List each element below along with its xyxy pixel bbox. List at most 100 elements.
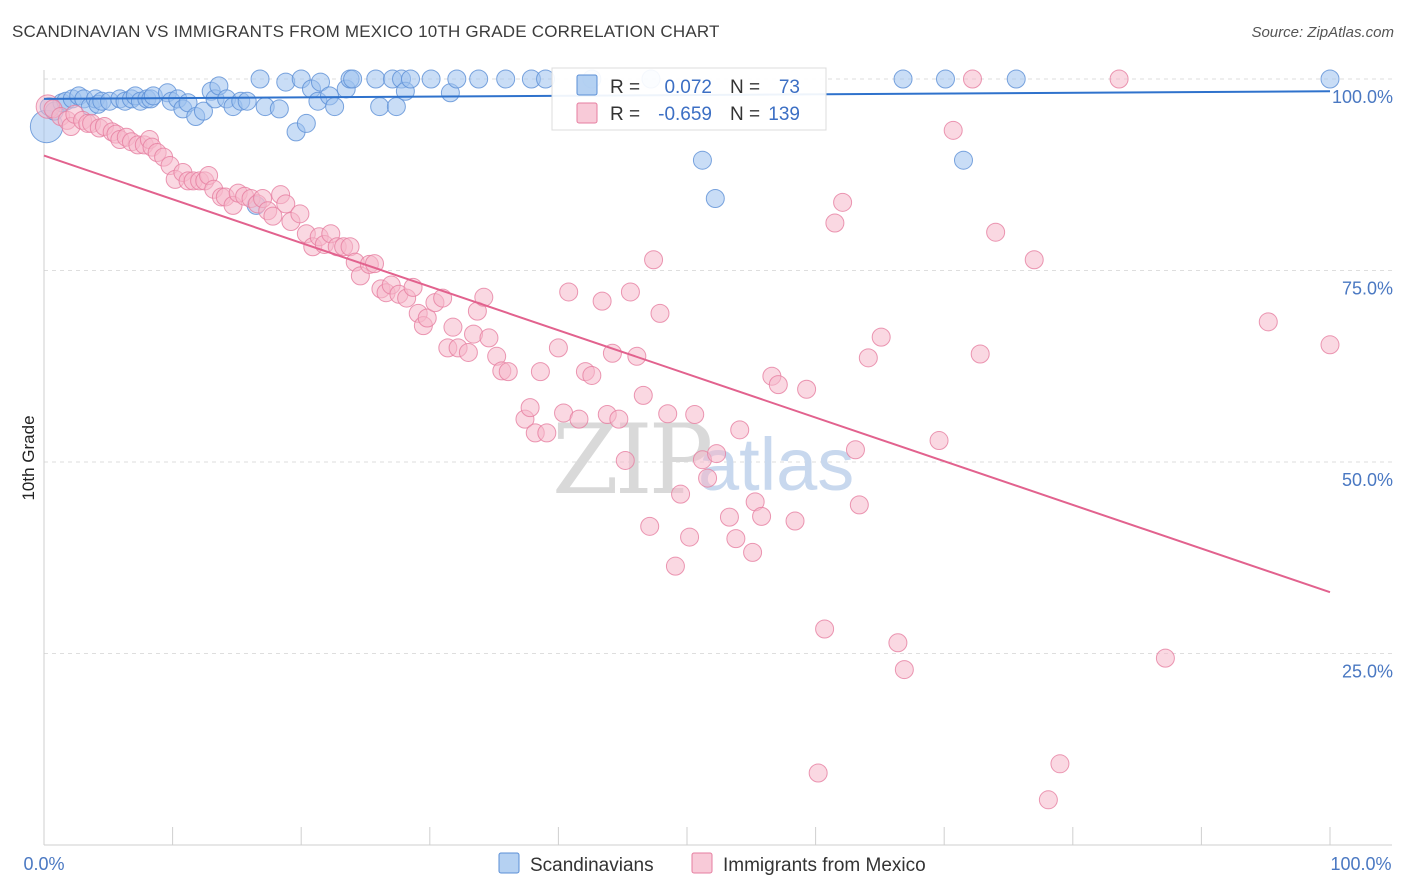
point-mexico-123 — [845, 440, 865, 460]
point-mexico-86 — [559, 282, 579, 302]
point-mexico-90 — [592, 291, 612, 311]
point-mexico-42 — [276, 194, 296, 214]
point-mexico-93 — [609, 409, 629, 429]
point-mexico-120 — [815, 619, 835, 639]
point-mexico-98 — [640, 516, 660, 536]
axis-labels: 10th Grade 0.0% 100.0% 25.0% 50.0% 75.0% 10… — [19, 87, 1393, 874]
point-mexico-112 — [743, 542, 763, 562]
point-mexico-78 — [498, 362, 518, 382]
stats-legend-r-value-scandinavians: 0.072 — [664, 77, 712, 98]
point-mexico-127 — [888, 633, 908, 653]
point-mexico-137 — [1109, 69, 1129, 89]
point-mexico-67 — [433, 288, 453, 308]
stats-legend-frame — [551, 67, 827, 131]
point-mexico-40 — [263, 206, 283, 226]
point-mexico-56 — [365, 254, 385, 274]
point-mexico-135 — [1038, 790, 1058, 810]
point-mexico-134 — [1024, 250, 1044, 270]
point-mexico-126 — [871, 327, 891, 347]
point-scandinavians-69 — [893, 69, 913, 89]
stats-legend-r-label-scandinavians: R = — [610, 77, 640, 98]
point-scandinavians-38 — [269, 99, 289, 119]
point-scandinavians-51 — [366, 69, 386, 89]
point-mexico-44 — [290, 204, 310, 224]
point-scandinavians-68 — [705, 188, 725, 208]
point-mexico-138 — [1155, 648, 1175, 668]
point-mexico-107 — [698, 468, 718, 488]
stats-legend: R = 0.072 N = 73 R = -0.659 N = 139 — [551, 67, 827, 131]
point-mexico-97 — [633, 385, 653, 405]
point-mexico-111 — [730, 420, 750, 440]
data-points — [29, 69, 1340, 810]
point-mexico-82 — [530, 362, 550, 382]
point-scandinavians-71 — [953, 150, 973, 170]
point-scandinavians-42 — [296, 113, 316, 133]
point-mexico-133 — [986, 222, 1006, 242]
point-mexico-102 — [665, 556, 685, 576]
point-mexico-89 — [582, 365, 602, 385]
point-mexico-103 — [671, 484, 691, 504]
legend-label-mexico[interactable]: Immigrants from Mexico — [723, 855, 926, 876]
point-scandinavians-72 — [1006, 69, 1026, 89]
point-mexico-140 — [1320, 335, 1340, 355]
point-scandinavians-36 — [250, 69, 270, 89]
point-scandinavians-57 — [401, 69, 421, 89]
point-mexico-117 — [785, 511, 805, 531]
point-mexico-110 — [726, 529, 746, 549]
stats-legend-swatch-scandinavians — [576, 74, 598, 96]
point-scandinavians-70 — [935, 69, 955, 89]
point-mexico-80 — [520, 398, 540, 418]
stats-legend-r-value-mexico: -0.659 — [658, 104, 712, 125]
point-mexico-119 — [808, 763, 828, 783]
point-mexico-122 — [833, 192, 853, 212]
point-mexico-132 — [970, 344, 990, 364]
point-scandinavians-52 — [370, 97, 390, 117]
y-axis-label: 10th Grade — [19, 415, 38, 500]
stats-legend-n-value-scandinavians: 73 — [779, 77, 800, 98]
chart-title: SCANDINAVIAN VS IMMIGRANTS FROM MEXICO 1… — [12, 22, 720, 41]
point-mexico-94 — [615, 450, 635, 470]
point-mexico-95 — [620, 282, 640, 302]
point-mexico-136 — [1050, 754, 1070, 774]
point-mexico-75 — [479, 328, 499, 348]
stats-legend-r-label-mexico: R = — [610, 104, 640, 125]
point-mexico-118 — [797, 379, 817, 399]
point-mexico-74 — [474, 287, 494, 307]
point-mexico-92 — [602, 343, 622, 363]
y-tick-label-50: 50.0% — [1342, 470, 1393, 490]
legend-swatch-mexico[interactable] — [691, 852, 713, 874]
legend-label-scandinavians[interactable]: Scandinavians — [530, 855, 654, 876]
point-mexico-83 — [537, 423, 557, 443]
point-mexico-101 — [658, 404, 678, 424]
point-mexico-108 — [707, 444, 727, 464]
point-mexico-100 — [650, 303, 670, 323]
bottom-legend: Scandinavians Immigrants from Mexico — [498, 852, 926, 876]
point-mexico-114 — [752, 506, 772, 526]
point-scandinavians-62 — [496, 69, 516, 89]
trend-line-mexico — [43, 154, 1331, 594]
point-scandinavians-58 — [421, 69, 441, 89]
axes — [43, 70, 1392, 846]
y-tick-label-25: 25.0% — [1342, 662, 1393, 682]
y-tick-label-75: 75.0% — [1342, 279, 1393, 299]
point-scandinavians-34 — [237, 91, 257, 111]
point-mexico-121 — [825, 213, 845, 233]
point-mexico-87 — [569, 409, 589, 429]
point-scandinavians-50 — [343, 69, 363, 89]
point-scandinavians-27 — [193, 101, 213, 121]
watermark-atlas: atlas — [698, 423, 854, 506]
point-mexico-124 — [849, 495, 869, 515]
stats-legend-n-label-mexico: N = — [730, 104, 760, 125]
point-scandinavians-67 — [692, 150, 712, 170]
point-mexico-71 — [458, 342, 478, 362]
point-mexico-99 — [644, 250, 664, 270]
x-tick-label-max: 100.0% — [1330, 854, 1391, 874]
legend-swatch-scandinavians[interactable] — [498, 852, 520, 874]
point-mexico-109 — [719, 507, 739, 527]
point-scandinavians-47 — [325, 97, 345, 117]
source-label: Source: ZipAtlas.com — [1251, 24, 1394, 41]
point-scandinavians-73 — [1320, 69, 1340, 89]
trend-lines — [43, 90, 1331, 594]
stats-legend-n-label-scandinavians: N = — [730, 77, 760, 98]
